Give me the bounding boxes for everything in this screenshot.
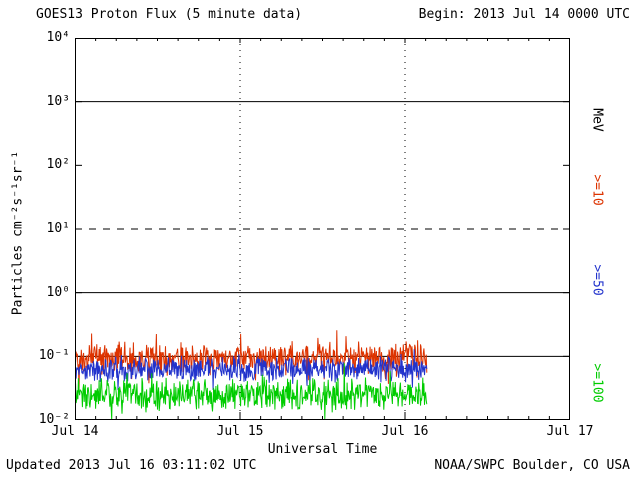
y-tick-label: 10³ [46, 94, 70, 109]
y-tick-label: 10⁻¹ [38, 348, 70, 363]
y-tick-label: 10⁴ [46, 30, 70, 45]
chart-title: GOES13 Proton Flux (5 minute data) [36, 7, 303, 22]
x-tick-label: Jul 16 [381, 424, 429, 439]
data-source: NOAA/SWPC Boulder, CO USA [434, 458, 630, 473]
updated-timestamp: Updated 2013 Jul 16 03:11:02 UTC [6, 458, 257, 473]
x-axis-label: Universal Time [267, 442, 378, 457]
begin-timestamp: Begin: 2013 Jul 14 0000 UTC [418, 7, 630, 22]
y-tick-label: 10⁻² [38, 412, 70, 427]
y-tick-label: 10⁰ [46, 285, 70, 300]
proton-flux-plot [75, 38, 570, 420]
legend-ge100: >=100 [589, 363, 605, 403]
plot-area [75, 38, 570, 420]
legend-ge10: >=10 [589, 174, 605, 206]
right-unit-label: MeV [589, 108, 605, 132]
y-tick-label: 10¹ [46, 221, 70, 236]
y-tick-label: 10² [46, 157, 70, 172]
legend-ge50: >=50 [589, 264, 605, 296]
x-tick-label: Jul 15 [216, 424, 264, 439]
x-tick-label: Jul 17 [546, 424, 594, 439]
x-tick-label: Jul 14 [51, 424, 99, 439]
